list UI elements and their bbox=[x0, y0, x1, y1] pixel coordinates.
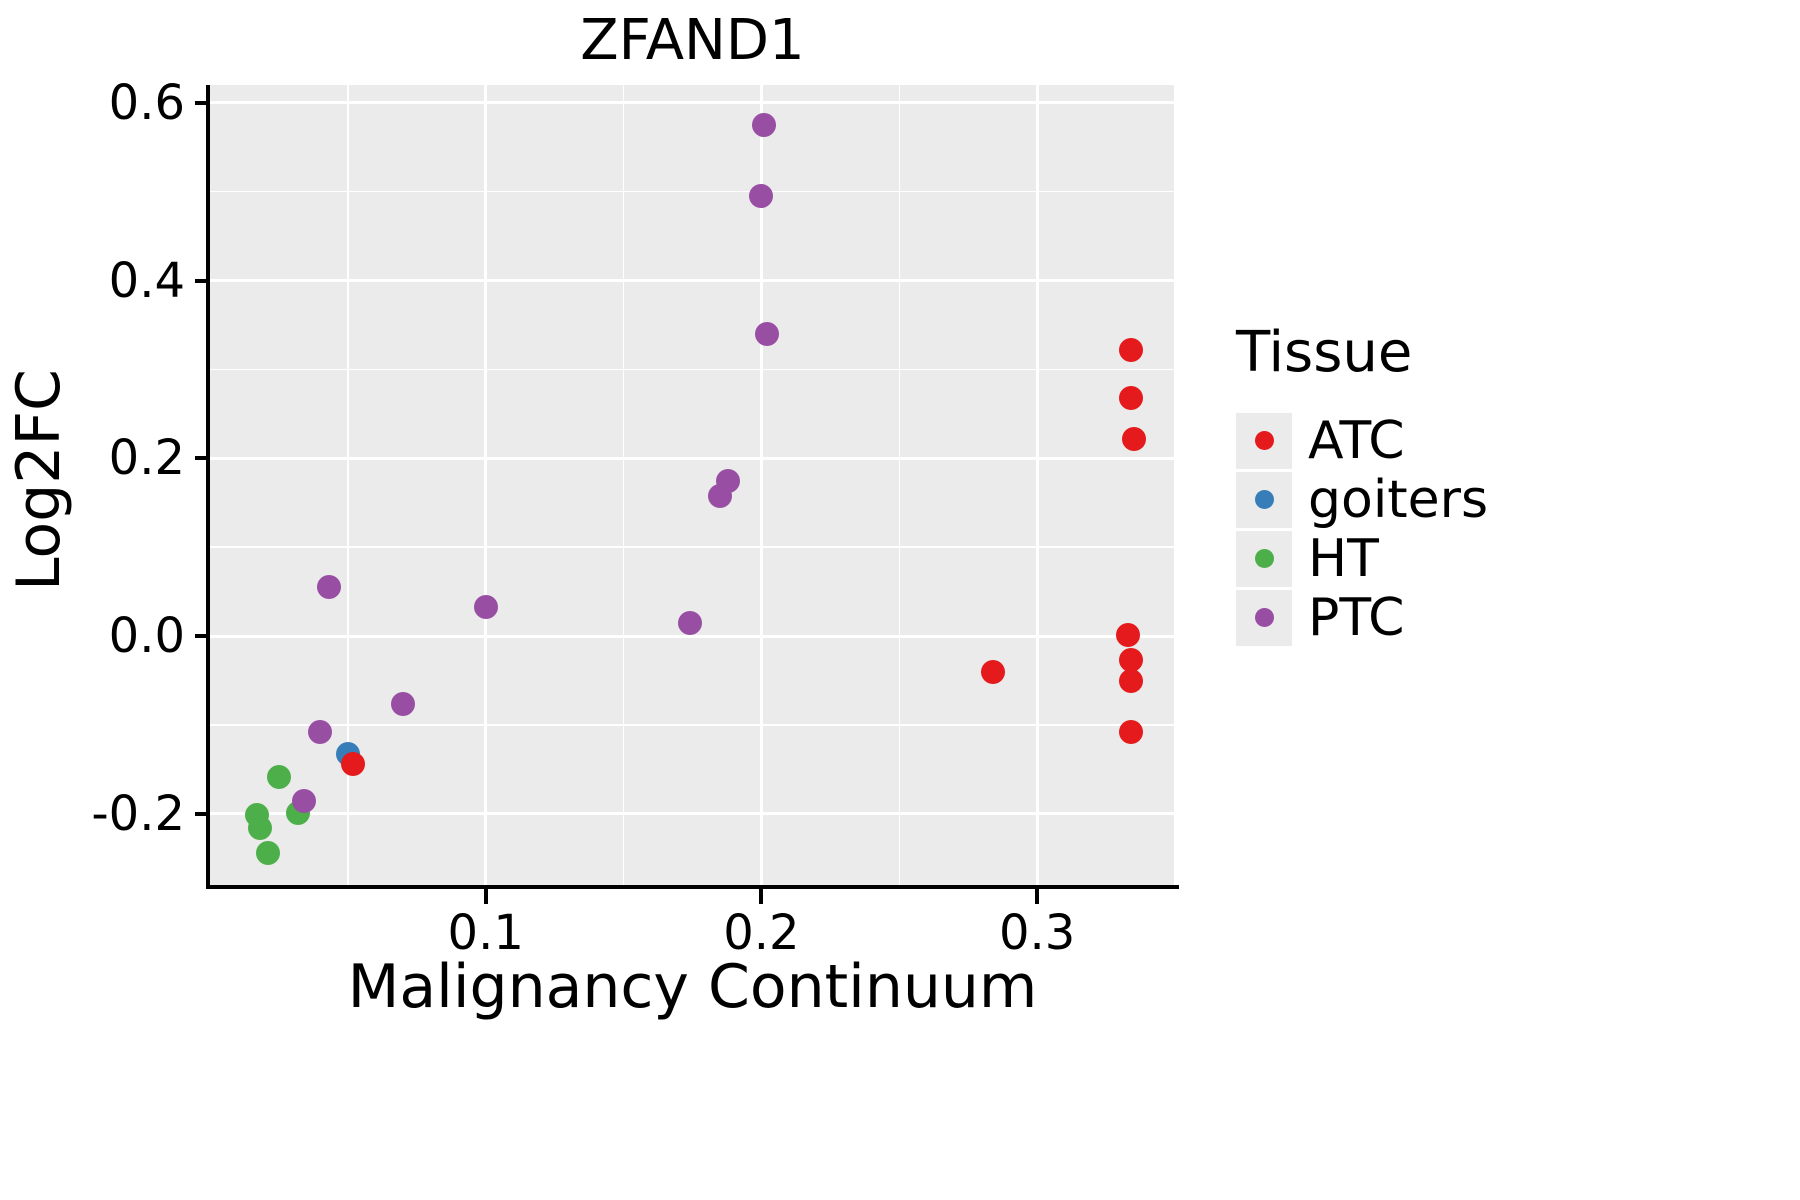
legend-label-atc: ATC bbox=[1308, 410, 1405, 471]
y-minor-gridline bbox=[210, 724, 1175, 726]
legend-dot-atc bbox=[1254, 431, 1274, 450]
legend-label-ptc: PTC bbox=[1308, 587, 1405, 648]
y-tick-label: 0.0 bbox=[108, 608, 185, 665]
data-point-atc bbox=[981, 659, 1006, 684]
data-point-ptc bbox=[749, 184, 774, 209]
x-major-gridline bbox=[1035, 85, 1039, 885]
data-point-atc bbox=[1116, 623, 1141, 648]
legend-dot-ht bbox=[1254, 549, 1274, 568]
data-point-ptc bbox=[677, 610, 702, 635]
data-point-atc bbox=[341, 752, 366, 777]
y-tick-label: 0.2 bbox=[108, 430, 185, 487]
y-major-gridline bbox=[210, 812, 1175, 816]
legend-items: ATC goiters HT PTC bbox=[1236, 410, 1489, 648]
y-minor-gridline bbox=[210, 190, 1175, 193]
y-major-gridline bbox=[210, 101, 1175, 105]
y-minor-gridline bbox=[210, 368, 1175, 371]
y-tick-label: -0.2 bbox=[91, 785, 185, 842]
legend-item-goiters: goiters bbox=[1236, 469, 1489, 530]
x-axis-line bbox=[206, 885, 1179, 889]
data-point-ptc bbox=[391, 691, 415, 716]
legend-label-ht: HT bbox=[1308, 528, 1379, 589]
x-tick-label: 0.2 bbox=[723, 905, 800, 961]
x-minor-gridline bbox=[898, 85, 901, 885]
legend-title: Tissue bbox=[1236, 320, 1413, 385]
data-point-ptc bbox=[316, 575, 341, 600]
y-axis-line bbox=[206, 85, 210, 889]
x-tick-mark bbox=[483, 889, 488, 904]
y-tick-label: 0.6 bbox=[108, 74, 185, 131]
x-major-gridline bbox=[759, 85, 763, 885]
data-point-ptc bbox=[291, 788, 316, 813]
legend-key-ptc bbox=[1236, 589, 1292, 646]
y-major-gridline bbox=[210, 456, 1175, 460]
y-tick-label: 0.4 bbox=[108, 252, 185, 309]
legend: Tissue ATC goiters HT PTC bbox=[1236, 320, 1489, 648]
data-point-ptc bbox=[716, 468, 741, 493]
data-point-ht bbox=[247, 816, 272, 841]
x-major-gridline bbox=[484, 85, 488, 885]
data-point-atc bbox=[1118, 720, 1143, 745]
y-tick-mark bbox=[195, 278, 210, 283]
legend-key-atc bbox=[1236, 412, 1292, 469]
data-point-atc bbox=[1118, 385, 1143, 410]
y-tick-mark bbox=[195, 100, 210, 105]
x-tick-label: 0.1 bbox=[447, 905, 524, 961]
plot-panel bbox=[210, 85, 1175, 885]
x-tick-mark bbox=[759, 889, 764, 904]
legend-label-goiters: goiters bbox=[1308, 469, 1489, 530]
data-point-ptc bbox=[473, 594, 498, 619]
x-tick-mark bbox=[1035, 889, 1040, 904]
y-tick-mark bbox=[195, 456, 210, 461]
data-point-atc bbox=[1118, 337, 1143, 362]
y-minor-gridline bbox=[210, 546, 1175, 548]
x-minor-gridline bbox=[622, 85, 625, 885]
data-point-atc bbox=[1121, 426, 1146, 451]
chart-title: ZFAND1 bbox=[580, 8, 805, 73]
y-major-gridline bbox=[210, 279, 1175, 283]
data-point-ht bbox=[266, 764, 291, 789]
data-point-ptc bbox=[754, 321, 779, 346]
y-major-gridline bbox=[210, 634, 1175, 638]
legend-item-ptc: PTC bbox=[1236, 587, 1488, 648]
legend-key-ht bbox=[1236, 530, 1292, 587]
x-tick-label: 0.3 bbox=[998, 905, 1076, 961]
x-minor-gridline bbox=[1174, 85, 1175, 885]
data-point-ptc bbox=[308, 720, 333, 745]
x-minor-gridline bbox=[347, 85, 349, 885]
data-point-atc bbox=[1118, 668, 1143, 693]
legend-key-goiters bbox=[1236, 471, 1292, 528]
x-axis-label: Malignancy Continuum bbox=[347, 952, 1038, 1022]
legend-dot-ptc bbox=[1254, 608, 1274, 627]
data-point-ptc bbox=[752, 113, 777, 137]
data-point-atc bbox=[1118, 648, 1143, 673]
legend-dot-goiters bbox=[1254, 490, 1274, 509]
legend-item-ht: HT bbox=[1236, 528, 1488, 589]
data-point-ht bbox=[255, 841, 280, 865]
legend-item-atc: ATC bbox=[1236, 410, 1488, 471]
y-tick-mark bbox=[195, 634, 210, 639]
y-tick-mark bbox=[195, 811, 210, 816]
